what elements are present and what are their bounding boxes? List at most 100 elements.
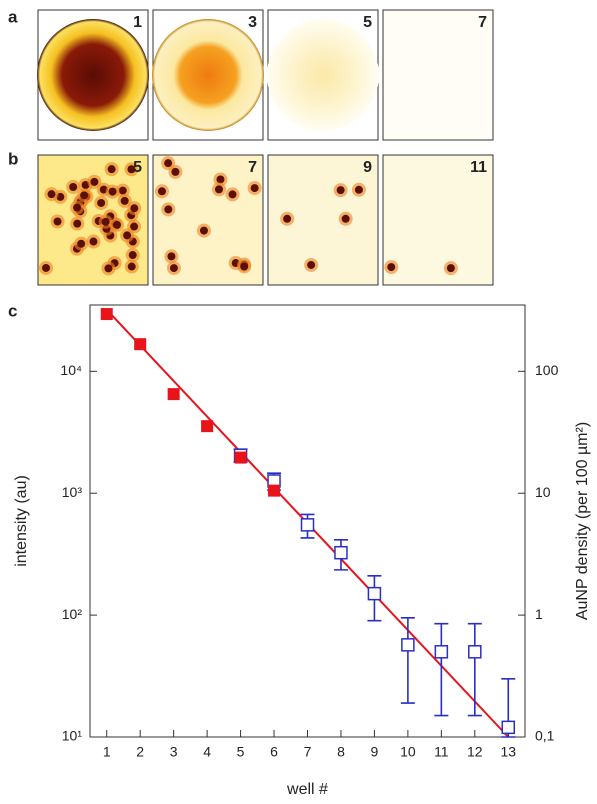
density-point	[401, 638, 415, 652]
particle	[130, 222, 139, 231]
particle	[169, 264, 178, 273]
particle	[341, 214, 350, 223]
x-tick-label: 10	[400, 744, 416, 760]
panel-a-images	[37, 9, 494, 141]
particle	[80, 191, 89, 200]
particle	[307, 260, 316, 269]
y-axis-label: intensity (au)	[13, 475, 30, 567]
particle	[171, 167, 180, 176]
y-tick-label: 10²	[62, 606, 83, 622]
image-label: 7	[248, 159, 257, 176]
error-bar	[434, 622, 449, 717]
panel-label: c	[8, 301, 17, 320]
error-bar	[400, 617, 415, 704]
particle	[336, 186, 345, 195]
error-bar	[467, 622, 482, 717]
x-tick-label: 9	[371, 744, 379, 760]
density-point	[434, 645, 449, 659]
well-image	[267, 19, 379, 131]
x-tick-label: 8	[337, 744, 345, 760]
particle	[104, 264, 113, 273]
particle	[128, 251, 137, 260]
particle	[164, 205, 173, 214]
particle	[97, 198, 106, 207]
x-axis-label: well #	[286, 781, 328, 798]
intensity-point	[201, 420, 214, 433]
particle	[127, 262, 136, 271]
image-label: 7	[478, 14, 487, 31]
panel-label: a	[8, 7, 18, 26]
particle	[77, 239, 86, 248]
x-tick-label: 12	[467, 744, 483, 760]
intensity-point	[234, 451, 247, 464]
particle	[73, 219, 82, 228]
image-frame	[382, 154, 494, 286]
y2-tick-label: 0,1	[535, 728, 555, 744]
particle	[123, 231, 132, 240]
x-tick-label: 6	[270, 744, 278, 760]
x-tick-label: 13	[500, 744, 516, 760]
particle	[214, 185, 223, 194]
image-label: 9	[363, 159, 372, 176]
particle	[127, 165, 136, 174]
y2-axis-label: AuNP density (per 100 µm²)	[574, 422, 591, 620]
image-label: 11	[470, 159, 487, 176]
y-tick-label: 10⁴	[60, 362, 82, 378]
particle	[118, 186, 127, 195]
x-tick-label: 7	[304, 744, 312, 760]
well-image	[152, 19, 264, 131]
particle	[199, 226, 208, 235]
image-label: 1	[133, 14, 142, 31]
particle	[387, 263, 396, 272]
x-tick-label: 4	[203, 744, 211, 760]
panel-label: b	[8, 149, 18, 168]
particle	[228, 190, 237, 199]
particle	[446, 264, 455, 273]
density-point	[468, 645, 482, 659]
particle	[53, 217, 62, 226]
y2-tick-label: 100	[535, 362, 559, 378]
intensity-point	[167, 388, 180, 401]
image-frame	[382, 9, 494, 141]
x-tick-label: 2	[136, 744, 144, 760]
particle	[157, 187, 166, 196]
x-tick-label: 3	[170, 744, 178, 760]
particle	[164, 159, 173, 168]
particle	[108, 187, 117, 196]
well-image	[37, 19, 149, 131]
particle	[250, 184, 259, 193]
particle	[47, 190, 56, 199]
particle	[89, 237, 98, 246]
particle	[216, 175, 225, 184]
particle	[107, 165, 116, 174]
particle	[120, 196, 129, 205]
density-point	[300, 518, 315, 532]
particle	[101, 217, 110, 226]
particle	[167, 252, 176, 261]
intensity-point	[100, 308, 113, 321]
density-point	[334, 545, 348, 560]
particle	[283, 214, 292, 223]
particle	[240, 262, 249, 271]
density-point	[501, 720, 516, 735]
particle	[90, 177, 99, 186]
intensity-point	[268, 484, 281, 497]
intensity-point	[134, 338, 147, 351]
x-tick-label: 5	[237, 744, 245, 760]
particle	[354, 185, 363, 194]
particle	[130, 204, 139, 213]
particle	[73, 203, 82, 212]
x-tick-label: 11	[434, 744, 449, 760]
panel-b-images	[37, 154, 494, 286]
y2-tick-label: 1	[535, 606, 543, 622]
image-label: 5	[363, 14, 372, 31]
y-tick-label: 10³	[62, 484, 83, 500]
x-tick-label: 1	[103, 744, 111, 760]
image-label: 3	[248, 14, 257, 31]
density-point	[367, 586, 382, 601]
particle	[42, 263, 51, 272]
particle	[112, 220, 121, 229]
y-tick-label: 10¹	[62, 728, 83, 744]
y2-tick-label: 10	[535, 484, 551, 500]
